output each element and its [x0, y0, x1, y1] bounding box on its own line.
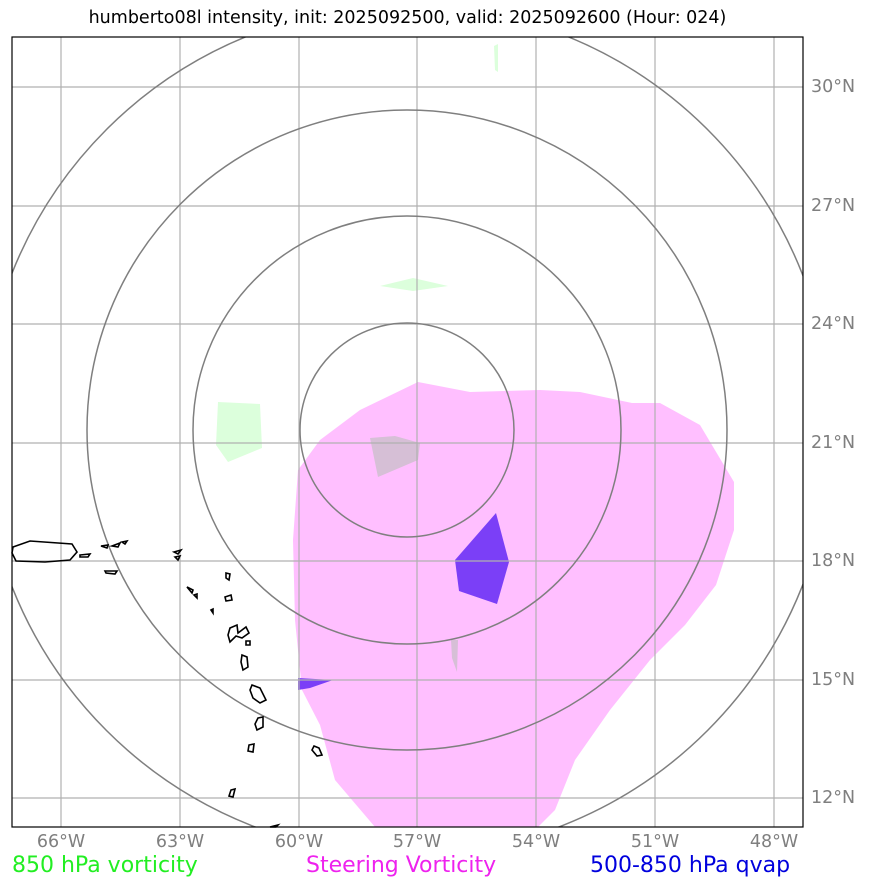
island-st-vincent	[247, 742, 255, 753]
lon-label-57w: 57°W	[392, 832, 442, 852]
range-rings	[12, 37, 803, 827]
range-ring-3	[86, 109, 728, 751]
island-marie-galante	[245, 640, 251, 646]
island-guadeloupe	[227, 623, 251, 644]
island-st-kitts	[186, 586, 194, 595]
lat-label-15n: 15°N	[811, 670, 856, 690]
island-dominica	[240, 653, 249, 672]
legend-steering-vorticity: Steering Vorticity	[306, 853, 497, 878]
steering-vorticity-region	[293, 382, 734, 827]
map-title: humberto08l intensity, init: 2025092500,…	[88, 8, 727, 28]
island-virgin-3	[119, 539, 129, 546]
qvap-region-2	[298, 678, 333, 690]
range-ring-1	[299, 322, 515, 538]
island-montserrat	[209, 607, 214, 616]
data-fields	[216, 44, 734, 827]
gridlines	[12, 37, 803, 827]
lat-label-21n: 21°N	[811, 433, 856, 453]
island-vieques	[79, 553, 92, 558]
island-st-lucia	[254, 716, 264, 732]
island-puerto-rico	[11, 540, 78, 563]
range-ring-2	[192, 215, 622, 645]
lon-label-48w: 48°W	[749, 832, 799, 852]
lat-label-30n: 30°N	[811, 77, 856, 97]
island-grenada	[227, 787, 237, 798]
legend-850-vorticity: 850 hPa vorticity	[12, 853, 198, 878]
overlap-region-2	[451, 640, 458, 672]
coastlines	[11, 539, 324, 828]
island-virgin-1	[100, 544, 110, 550]
overlap-region-1	[370, 436, 420, 477]
island-st-martin	[173, 554, 182, 562]
vorticity-850-region-3	[494, 44, 498, 72]
island-antigua	[224, 593, 233, 602]
island-anguilla	[171, 548, 184, 556]
island-virgin-2	[108, 541, 122, 548]
lat-label-12n: 12°N	[811, 788, 856, 808]
island-st-croix	[103, 570, 119, 575]
lon-label-51w: 51°W	[630, 832, 680, 852]
lat-label-18n: 18°N	[811, 551, 856, 571]
plot-frame	[11, 36, 804, 828]
lon-label-60w: 60°W	[274, 832, 324, 852]
lat-label-24n: 24°N	[811, 314, 856, 334]
island-barbuda	[225, 571, 231, 582]
island-nevis	[192, 592, 198, 600]
lon-label-63w: 63°W	[155, 832, 205, 852]
vorticity-850-region-2	[380, 278, 448, 291]
island-barbados	[311, 744, 324, 757]
lon-label-66w: 66°W	[36, 832, 86, 852]
island-martinique	[249, 683, 268, 704]
lat-label-27n: 27°N	[811, 196, 856, 216]
qvap-region-1	[455, 513, 509, 604]
legend-qvap: 500-850 hPa qvap	[590, 853, 791, 878]
lon-label-54w: 54°W	[511, 832, 561, 852]
vorticity-850-region-1	[216, 402, 262, 462]
